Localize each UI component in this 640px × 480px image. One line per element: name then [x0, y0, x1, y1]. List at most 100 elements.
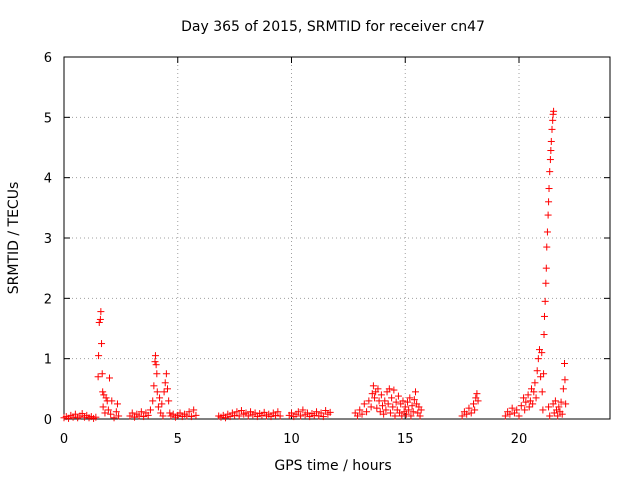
data-point — [274, 408, 282, 416]
data-point — [547, 147, 555, 155]
data-point — [531, 379, 539, 387]
data-point — [358, 410, 366, 418]
data-point — [299, 406, 307, 414]
data-point — [319, 413, 327, 421]
data-point — [538, 349, 546, 357]
data-point — [144, 411, 152, 419]
data-point — [164, 385, 172, 393]
data-point — [96, 315, 104, 323]
data-point — [554, 412, 562, 420]
data-point — [353, 412, 361, 420]
data-point — [401, 403, 409, 411]
data-point — [106, 374, 113, 382]
data-point — [389, 403, 397, 411]
data-point — [110, 414, 118, 422]
data-point — [517, 402, 525, 410]
data-point — [399, 397, 407, 405]
data-point — [540, 370, 548, 378]
data-point — [183, 412, 191, 420]
data-point — [192, 411, 200, 419]
data-point — [113, 400, 121, 408]
data-point — [162, 370, 170, 378]
data-point — [160, 388, 168, 396]
data-point — [470, 400, 477, 408]
data-point — [151, 358, 159, 366]
data-point — [137, 408, 145, 416]
data-point — [166, 409, 174, 417]
data-point — [398, 412, 406, 420]
data-point — [92, 413, 100, 421]
data-point — [95, 318, 103, 326]
data-point — [235, 412, 243, 420]
data-point — [101, 409, 109, 417]
y-axis-label: SRMTID / TECUs — [6, 182, 22, 295]
data-point — [521, 406, 529, 414]
data-point — [288, 409, 295, 417]
data-point — [546, 156, 554, 164]
data-point — [156, 394, 164, 402]
data-point — [530, 388, 538, 396]
data-point — [371, 394, 379, 402]
data-point — [159, 412, 167, 420]
data-point — [313, 408, 321, 416]
data-point — [540, 312, 548, 320]
data-point — [402, 410, 410, 418]
data-point — [541, 297, 549, 305]
data-point — [251, 409, 259, 417]
data-point — [515, 412, 523, 420]
y-tick-label: 0 — [44, 413, 52, 428]
data-point — [326, 408, 334, 416]
data-point — [94, 373, 102, 381]
data-point — [501, 412, 509, 420]
data-point — [542, 279, 550, 287]
data-point — [98, 370, 106, 378]
data-point — [543, 228, 551, 236]
data-point — [508, 404, 516, 412]
chart-title: Day 365 of 2015, SRMTID for receiver cn4… — [181, 19, 485, 35]
data-point — [522, 398, 530, 406]
y-tick-label: 5 — [44, 111, 52, 126]
data-point — [474, 397, 482, 405]
data-point — [533, 367, 541, 375]
data-point — [276, 412, 284, 420]
data-point — [473, 390, 481, 398]
data-point — [471, 406, 479, 414]
data-point — [379, 402, 386, 410]
data-point — [534, 355, 542, 363]
data-point — [513, 406, 521, 414]
data-point — [404, 398, 412, 406]
y-tick-label: 1 — [44, 353, 52, 368]
y-tick-label: 6 — [44, 51, 52, 66]
data-point — [381, 397, 389, 405]
data-point — [550, 107, 558, 115]
data-point — [368, 390, 376, 398]
data-point — [267, 413, 275, 421]
data-point — [546, 412, 554, 420]
data-point — [411, 388, 419, 396]
data-point — [545, 198, 553, 206]
data-point — [153, 370, 161, 378]
data-point — [529, 400, 537, 408]
data-point — [297, 412, 305, 420]
data-point — [151, 352, 159, 360]
data-point — [407, 412, 415, 420]
data-point — [317, 409, 325, 417]
data-point — [310, 411, 318, 419]
data-point — [546, 168, 554, 176]
data-point — [356, 406, 364, 414]
data-point — [99, 388, 107, 396]
y-tick-label: 4 — [44, 172, 52, 187]
data-point — [391, 412, 399, 420]
data-point — [294, 408, 302, 416]
data-point — [543, 243, 551, 251]
data-point — [115, 412, 123, 420]
data-point — [99, 403, 107, 411]
data-point — [128, 409, 136, 417]
x-tick-label: 10 — [283, 432, 300, 447]
data-point — [524, 391, 532, 399]
data-point — [561, 376, 569, 384]
data-point — [231, 411, 239, 419]
x-axis-label: GPS time / hours — [274, 458, 391, 474]
data-point — [382, 406, 390, 414]
data-point — [385, 385, 393, 393]
